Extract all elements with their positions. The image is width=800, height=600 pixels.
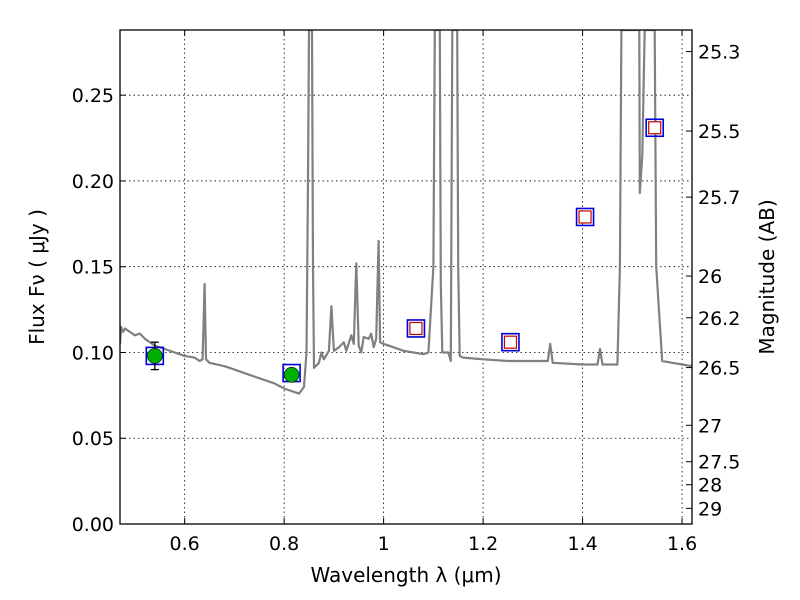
y2-tick-label: 26 xyxy=(698,266,722,288)
y2-tick-label: 25.3 xyxy=(698,42,740,64)
model-photometry-box xyxy=(406,319,426,338)
y-tick-label: 0.25 xyxy=(72,85,114,107)
y-axis-ticks: 0.00 0.05 0.10 0.15 0.20 0.25 xyxy=(72,85,126,536)
y-tick-label: 0.15 xyxy=(72,257,114,279)
grid-lines xyxy=(120,30,692,525)
x-axis-ticks: 0.6 0.8 1 1.2 1.4 1.6 xyxy=(170,30,697,555)
model-photometry-box xyxy=(575,207,595,227)
y-tick-label: 0.20 xyxy=(72,171,114,193)
synthetic-photometry-marker xyxy=(648,121,662,135)
x-tick-label: 1 xyxy=(378,533,390,555)
plot-frame xyxy=(119,29,693,525)
y-tick-label: 0.10 xyxy=(72,342,114,364)
x-tick-label: 0.8 xyxy=(269,533,299,555)
sed-model-line xyxy=(120,30,692,395)
synthetic-photometry-marker xyxy=(578,210,592,224)
y2-tick-label: 29 xyxy=(698,498,722,520)
y2-tick-label: 26.2 xyxy=(698,308,740,330)
y2-tick-label: 25.5 xyxy=(698,121,740,143)
y2-tick-label: 26.5 xyxy=(698,358,740,380)
y-tick-label: 0.00 xyxy=(72,514,114,536)
x-tick-label: 1.2 xyxy=(468,533,498,555)
model-photometry-box xyxy=(645,118,664,138)
observed-data-point xyxy=(147,348,163,364)
synthetic-photometry-marker xyxy=(409,321,423,336)
plot-series-group xyxy=(120,30,692,395)
x-axis-label: Wavelength λ (μm) xyxy=(310,563,501,587)
y-axis-label: Flux Fν ( μJy ) xyxy=(25,209,49,345)
y2-tick-label: 25.7 xyxy=(698,187,740,209)
x-tick-label: 1.6 xyxy=(667,533,697,555)
x-tick-label: 0.6 xyxy=(170,533,200,555)
observed-data-point xyxy=(283,366,300,383)
synthetic-photometry-marker xyxy=(503,335,518,349)
model-photometry-box xyxy=(501,332,520,352)
y2-axis-label: Magnitude (AB) xyxy=(755,199,779,354)
y2-tick-label: 27.5 xyxy=(698,452,740,474)
x-tick-label: 1.4 xyxy=(567,533,597,555)
y2-tick-label: 28 xyxy=(698,475,722,497)
y-tick-label: 0.05 xyxy=(72,428,114,450)
y2-tick-label: 27 xyxy=(698,415,722,437)
